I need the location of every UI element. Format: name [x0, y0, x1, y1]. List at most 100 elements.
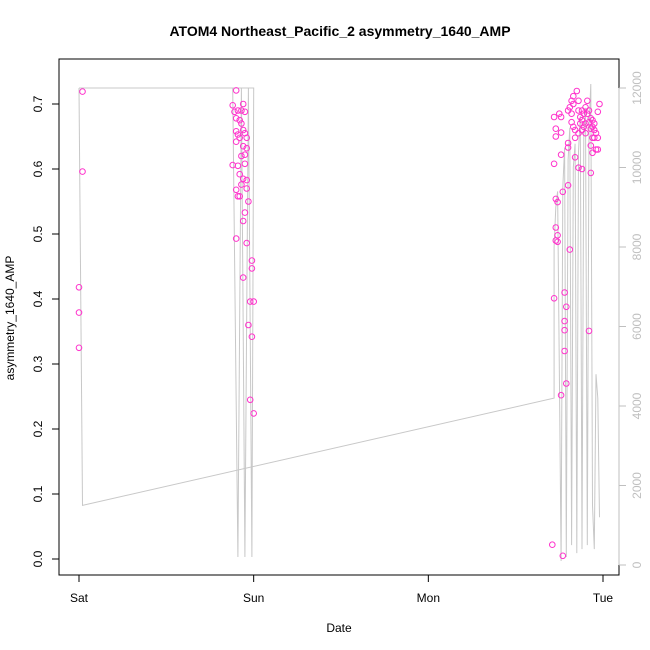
data-point-116	[585, 327, 593, 335]
data-point-42	[248, 257, 256, 264]
data-point-25	[241, 151, 249, 158]
data-point-8	[232, 115, 240, 122]
data-point-16	[232, 128, 240, 135]
data-point-15	[239, 126, 247, 134]
data-point-12	[239, 100, 247, 108]
data-point-11	[238, 107, 245, 114]
data-point-38	[241, 209, 249, 216]
x-tick-label-0: Sat	[70, 591, 89, 605]
data-point-83	[570, 92, 577, 100]
data-point-126	[594, 134, 602, 142]
data-point-84	[570, 100, 577, 108]
data-point-6	[229, 102, 236, 109]
data-point-73	[561, 347, 568, 355]
data-point-7	[231, 108, 238, 116]
data-point-79	[566, 246, 574, 253]
y-tick-label-7: 0.7	[31, 95, 45, 112]
data-point-57	[552, 195, 560, 203]
data-point-112	[587, 125, 595, 132]
data-point-31	[243, 176, 250, 184]
data-point-89	[571, 134, 579, 142]
y-axis: 0.0 0.1 0.2 0.3 0.4 0.5 0.6 0.7	[31, 95, 60, 567]
data-point-76	[564, 139, 572, 147]
data-point-127	[594, 108, 602, 116]
x-tick-label-1: Sun	[243, 591, 264, 605]
data-point-97	[575, 164, 582, 171]
data-point-63	[556, 110, 563, 117]
y-tick-label-3: 0.3	[31, 355, 45, 372]
data-point-14	[238, 120, 245, 127]
data-point-99	[578, 116, 586, 124]
data-point-123	[591, 134, 598, 142]
data-point-66	[557, 151, 565, 158]
data-point-51	[549, 541, 556, 549]
data-point-107	[584, 97, 591, 105]
data-point-30	[239, 175, 247, 183]
data-point-28	[241, 160, 249, 168]
y-tick-label-5: 0.5	[31, 225, 45, 242]
data-point-4	[79, 88, 86, 95]
data-point-106	[578, 165, 586, 173]
data-point-49	[246, 396, 254, 404]
data-point-9	[234, 107, 242, 114]
data-point-105	[582, 129, 589, 137]
data-point-74	[563, 380, 570, 387]
data-point-77	[564, 144, 572, 151]
y2-tick-label-6: 12000	[630, 71, 644, 105]
data-point-92	[575, 97, 582, 105]
data-point-0	[75, 284, 83, 291]
data-point-2	[75, 344, 83, 352]
data-point-109	[585, 107, 593, 114]
data-point-46	[250, 298, 257, 305]
data-point-24	[238, 152, 245, 160]
data-point-47	[245, 321, 252, 329]
data-point-22	[239, 142, 247, 150]
data-point-19	[232, 138, 240, 145]
data-point-5	[232, 87, 240, 94]
data-point-64	[557, 113, 565, 121]
x-axis: Sat Sun Mon Tue	[70, 574, 613, 605]
data-point-29	[236, 170, 243, 178]
data-point-41	[243, 239, 250, 247]
y-tick-label-1: 0.1	[31, 485, 45, 502]
data-point-44	[239, 274, 247, 281]
series-line-0	[78, 83, 600, 562]
data-point-70	[561, 317, 568, 325]
data-point-62	[554, 238, 561, 246]
data-point-85	[568, 110, 575, 117]
data-point-67	[559, 188, 567, 196]
data-point-53	[550, 113, 558, 121]
data-point-26	[229, 161, 236, 169]
y2-tick-label-4: 8000	[630, 233, 644, 260]
data-point-78	[564, 182, 572, 189]
data-point-43	[248, 265, 256, 272]
data-point-34	[232, 186, 240, 194]
y2-tick-label-2: 4000	[630, 392, 644, 419]
data-point-36	[236, 193, 243, 200]
y-tick-label-0: 0.0	[31, 550, 45, 567]
data-point-119	[591, 120, 598, 127]
data-point-108	[584, 110, 591, 117]
y-tick-label-4: 0.4	[31, 290, 45, 307]
y-axis-label: asymmetry_1640_AMP	[3, 256, 17, 381]
data-point-18	[236, 134, 243, 142]
y-tick-label-6: 0.6	[31, 160, 45, 177]
data-point-3	[79, 168, 86, 175]
data-point-1	[75, 309, 83, 316]
data-point-91	[573, 87, 581, 95]
data-point-125	[594, 146, 602, 153]
data-point-55	[552, 133, 560, 140]
data-point-124	[592, 146, 600, 153]
data-point-35	[234, 193, 242, 200]
data-point-39	[239, 217, 247, 225]
data-point-17	[234, 131, 242, 138]
data-point-117	[589, 116, 596, 124]
data-point-23	[243, 144, 250, 152]
data-point-120	[591, 126, 598, 134]
data-point-45	[246, 298, 254, 305]
data-point-54	[552, 125, 560, 132]
data-point-50	[250, 410, 257, 417]
data-point-13	[241, 108, 249, 116]
data-point-87	[570, 123, 577, 131]
data-point-52	[550, 295, 558, 302]
